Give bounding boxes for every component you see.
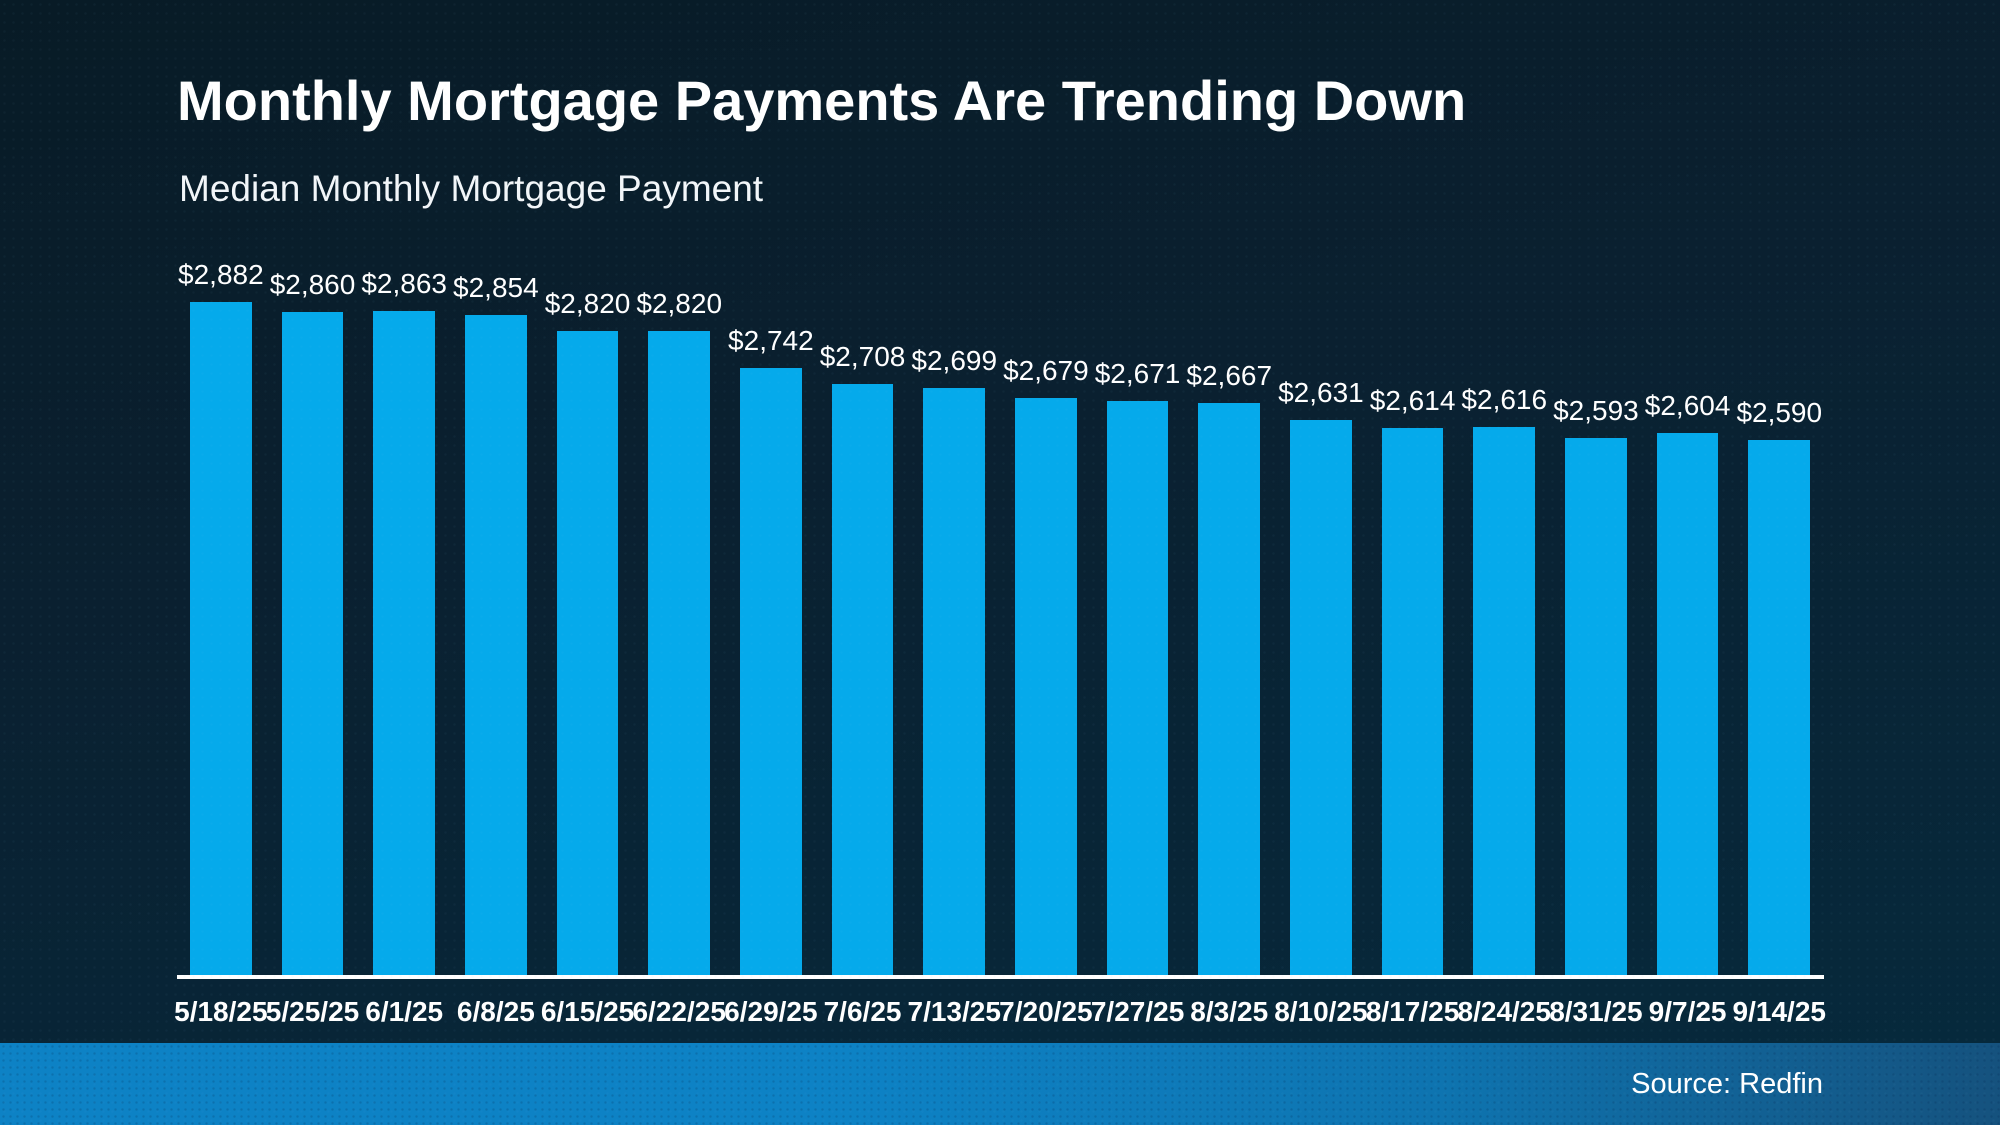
x-axis-label-text: 6/22/25 [632,996,726,1027]
bar-value-label: $2,820 [636,288,723,319]
x-axis-label-text: 6/15/25 [540,996,635,1027]
footer-band: Source: Redfin [0,1043,2000,1125]
x-axis-label-text: 6/8/25 [456,996,535,1027]
bar-value-label: $2,708 [819,341,906,372]
bar-group: $2,820 [636,288,722,977]
bar [465,315,527,977]
bar [373,311,436,977]
bar [1381,428,1444,977]
bar-group: $2,860 [270,269,355,977]
bar-value-label: $2,590 [1736,397,1823,428]
bar [648,331,711,977]
bar-group: $2,742 [728,325,814,977]
bar [190,302,252,977]
bar-value-label: $2,854 [453,272,539,303]
bar-series: $2,882 $2,860 $2,863 $2,854 $2,820 $2,820 $2,7… [178,259,1822,977]
bar [831,384,894,977]
x-axis-label-text: 6/29/25 [724,996,818,1027]
x-axis-baseline [177,975,1824,979]
bar-group: $2,593 [1553,395,1639,977]
x-axis-label-text: 8/3/25 [1190,996,1269,1027]
x-axis-label: 6/1/25 [365,996,443,1028]
x-axis-label-text: 5/25/25 [265,996,360,1027]
bar-value-label: $2,860 [269,269,356,300]
x-axis-label: 7/20/25 [999,996,1092,1028]
x-axis-label: 5/18/25 [174,996,267,1028]
bar-value-label: $2,882 [178,259,264,290]
x-axis-label-text: 8/31/25 [1549,996,1643,1027]
chart-subtitle: Median Monthly Mortgage Payment [179,168,764,209]
x-axis-label: 9/7/25 [1649,996,1727,1028]
bar-group: $2,616 [1461,384,1547,977]
bar-group: $2,671 [1095,358,1180,977]
x-axis-label: 6/8/25 [457,996,535,1028]
x-axis-labels: 5/18/25 5/25/25 6/1/25 6/8/25 6/15/25 6/22/25… [174,996,1826,1028]
bar [923,388,986,977]
bar-group: $2,679 [1003,355,1089,977]
bar-value-label: $2,679 [1003,355,1089,386]
bar-value-label: $2,671 [1094,358,1181,389]
x-axis-label-text: 5/18/25 [174,996,268,1027]
x-axis-label: 7/13/25 [908,996,1001,1028]
x-axis-label: 8/24/25 [1458,996,1551,1028]
bar-group: $2,863 [361,268,447,977]
bar [1198,403,1261,977]
bar [1748,440,1811,977]
bar [1015,398,1077,977]
x-axis-label: 6/15/25 [541,996,634,1028]
chart-title: Monthly Mortgage Payments Are Trending D… [177,69,1467,132]
bar-group: $2,820 [545,288,630,977]
x-axis-label: 8/10/25 [1274,996,1367,1028]
bar-value-label: $2,863 [361,268,447,299]
x-axis-label: 5/25/25 [266,996,359,1028]
x-axis-label: 9/14/25 [1733,996,1826,1028]
bar [1106,401,1169,977]
x-axis-label-text: 7/20/25 [999,996,1093,1027]
x-axis-label: 8/3/25 [1190,996,1268,1028]
bar-value-label: $2,631 [1278,377,1364,408]
bar-group: $2,882 [178,259,264,977]
bar-value-label: $2,593 [1553,395,1639,426]
x-axis-label-text: 8/17/25 [1365,996,1460,1027]
bar-value-label: $2,667 [1186,360,1273,391]
bar-group: $2,667 [1186,360,1272,977]
bar [1565,438,1627,977]
bar-group: $2,854 [453,272,539,977]
x-axis-label-text: 7/13/25 [907,996,1001,1027]
bar-value-label: $2,699 [911,345,998,376]
x-axis-label: 6/22/25 [632,996,725,1028]
bar-group: $2,604 [1645,390,1730,977]
bar-group: $2,590 [1736,397,1822,977]
x-axis-label-text: 9/14/25 [1732,996,1826,1027]
bar-value-label: $2,616 [1461,384,1548,415]
bar-value-label: $2,604 [1644,390,1731,421]
bar [556,331,619,977]
bar-group: $2,631 [1278,377,1364,977]
x-axis-label: 7/27/25 [1091,996,1184,1028]
x-axis-label-text: 7/6/25 [823,996,902,1027]
x-axis-label: 8/31/25 [1549,996,1642,1028]
bar [281,312,344,977]
x-axis-label: 7/6/25 [824,996,902,1028]
source-credit: Source: Redfin [1631,1067,1823,1100]
bar-chart-plot-area: $2,882 $2,860 $2,863 $2,854 $2,820 $2,820 $2,7… [177,259,1824,977]
bar-value-label: $2,820 [544,288,631,319]
bar-group: $2,699 [911,345,997,977]
bar-group: $2,708 [820,341,905,977]
x-axis-label: 6/29/25 [724,996,817,1028]
x-axis-label-text: 7/27/25 [1090,996,1185,1027]
bar-value-label: $2,614 [1369,385,1456,416]
bar [740,368,802,977]
x-axis-label-text: 9/7/25 [1648,996,1727,1027]
bar [1473,427,1536,977]
x-axis-label-text: 6/1/25 [365,996,444,1027]
bar-group: $2,614 [1370,385,1455,977]
x-axis-label: 8/17/25 [1366,996,1459,1028]
x-axis-label-text: 8/24/25 [1457,996,1551,1027]
bar [1290,420,1352,977]
x-axis-label-text: 8/10/25 [1274,996,1368,1027]
bar [1656,433,1719,977]
bar-value-label: $2,742 [728,325,814,356]
